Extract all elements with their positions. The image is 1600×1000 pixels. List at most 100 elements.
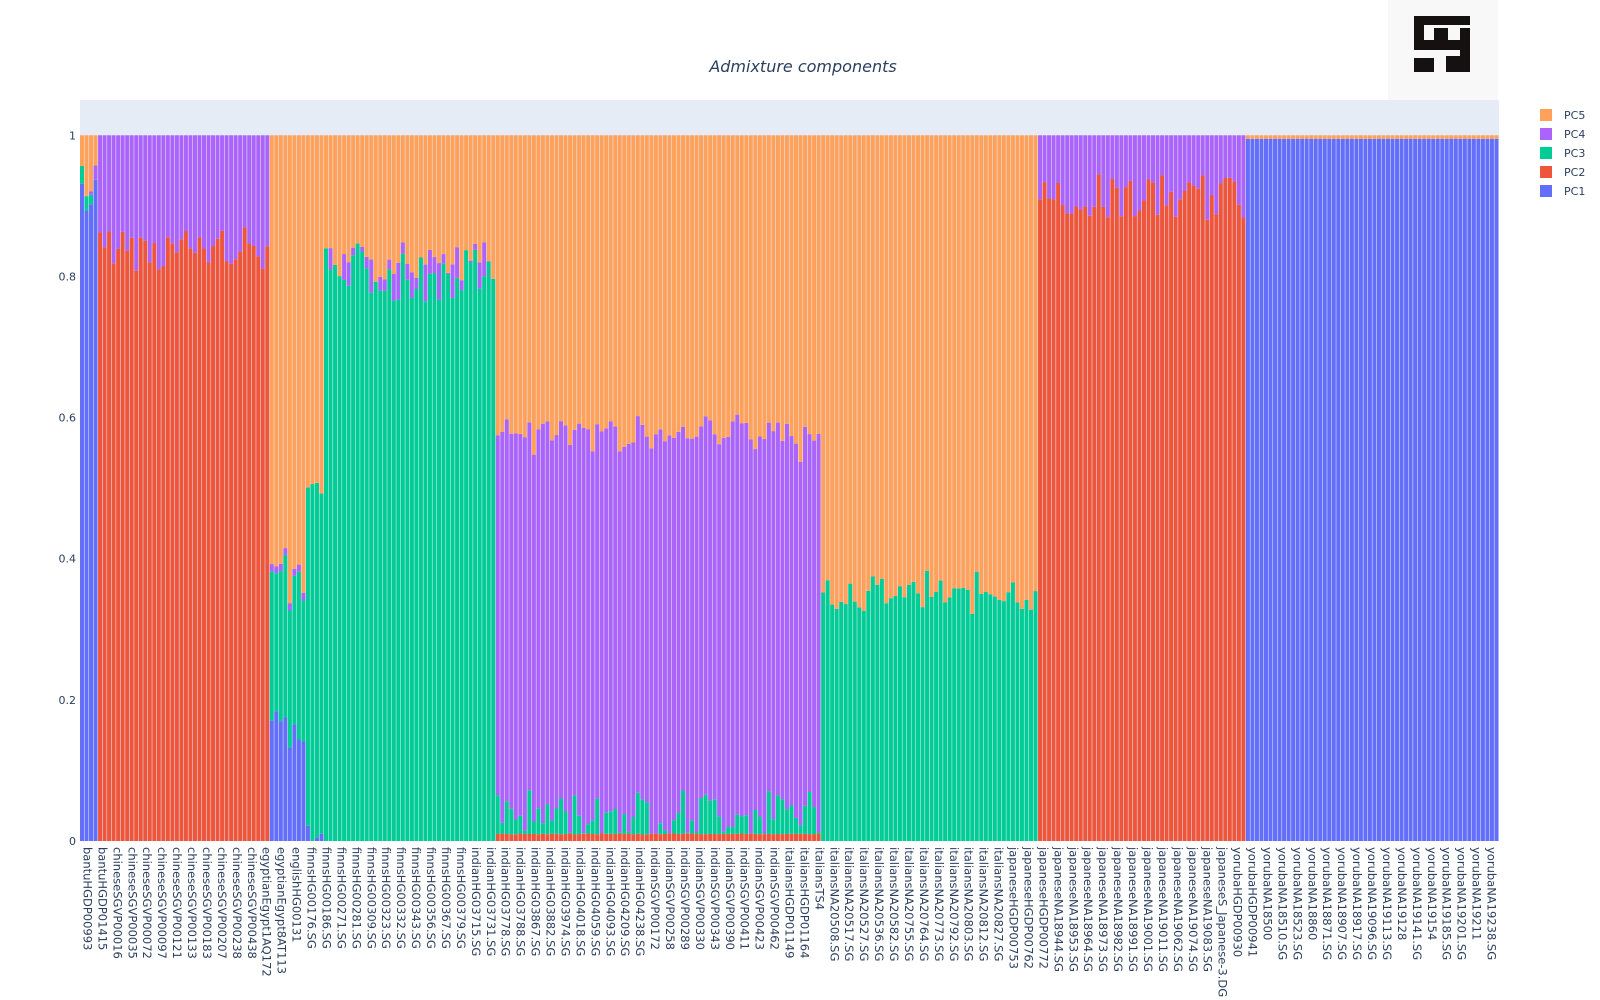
bar-segment-pc5 — [825, 135, 830, 581]
bar-segment-pc5 — [997, 135, 1002, 600]
bar-segment-pc5 — [518, 135, 523, 434]
bar-segment-pc2 — [604, 833, 609, 841]
x-tick-label: finnsHG00323.SG — [379, 847, 393, 949]
bar-segment-pc5 — [89, 135, 94, 192]
bar-segment-pc4 — [635, 416, 640, 793]
bar-segment-pc4 — [192, 135, 197, 253]
x-tick-label: indianHG04209.SG — [618, 847, 632, 956]
bar-segment-pc3 — [681, 790, 686, 834]
legend-swatch-pc1[interactable] — [1540, 185, 1552, 197]
legend-label-pc2[interactable]: PC2 — [1564, 166, 1585, 179]
bar-segment-pc3 — [80, 166, 84, 184]
x-tick-label: japaneseNA18991.SG — [1126, 846, 1140, 972]
bar-segment-pc2 — [504, 833, 509, 841]
bar-segment-pc5 — [491, 135, 496, 279]
bar-segment-pc5 — [821, 135, 826, 593]
bar-segment-pc5 — [613, 135, 618, 427]
bar-segment-pc5 — [427, 135, 432, 250]
bar-segment-pc3 — [89, 194, 94, 205]
x-tick-label: japaneseNA18953.SG — [1066, 846, 1080, 972]
bar-segment-pc2 — [242, 227, 247, 841]
bar-segment-pc5 — [1264, 135, 1268, 139]
x-tick-label: chineseSGVP00133 — [185, 847, 199, 959]
bar-segment-pc2 — [206, 262, 211, 841]
bar-segment-pc5 — [662, 135, 667, 442]
x-tick-label: yorubaNA19211 — [1470, 847, 1484, 940]
bar-segment-pc4 — [468, 260, 473, 263]
x-tick-label: japaneseHGDP00753 — [1007, 846, 1021, 969]
bar-segment-pc5 — [952, 135, 957, 589]
bar-segment-pc4 — [400, 242, 405, 254]
bar-segment-pc3 — [531, 821, 536, 834]
bar-segment-pc4 — [107, 135, 112, 232]
bar-segment-pc4 — [437, 263, 441, 300]
bar-segment-pc4 — [1110, 135, 1115, 180]
bar-segment-pc5 — [1386, 135, 1390, 139]
bar-segment-pc2 — [1087, 215, 1092, 841]
bar-segment-pc3 — [803, 805, 808, 834]
bar-segment-pc3 — [970, 613, 975, 841]
legend-swatch-pc4[interactable] — [1540, 128, 1552, 140]
legend-label-pc1[interactable]: PC1 — [1564, 185, 1585, 198]
bar-segment-pc5 — [771, 135, 776, 432]
bar-segment-pc5 — [626, 135, 631, 444]
bar-segment-pc4 — [346, 262, 351, 286]
bar-segment-pc4 — [391, 274, 396, 301]
bar-segment-pc1 — [1372, 138, 1377, 841]
bar-segment-pc4 — [672, 437, 676, 821]
legend[interactable]: PC5 PC4 PC3 PC2 PC1 — [1540, 109, 1585, 198]
bar-segment-pc1 — [1300, 138, 1305, 841]
bar-segment-pc5 — [757, 135, 762, 437]
bar-segment-pc4 — [328, 248, 333, 270]
legend-swatch-pc2[interactable] — [1540, 166, 1552, 178]
bar-segment-pc1 — [1399, 138, 1404, 842]
bar-segment-pc2 — [753, 833, 758, 841]
legend-swatch-pc5[interactable] — [1540, 109, 1552, 121]
bar-segment-pc1 — [1367, 138, 1372, 841]
bar-segment-pc3 — [482, 276, 487, 842]
bar-segment-pc2 — [161, 266, 166, 841]
bar-segment-pc2 — [1232, 181, 1237, 841]
bar-segment-pc5 — [1349, 135, 1354, 139]
bar-segment-pc3 — [423, 301, 428, 842]
bar-segment-pc5 — [879, 135, 884, 579]
bar-segment-pc4 — [1042, 135, 1047, 183]
bar-segment-pc2 — [531, 833, 536, 841]
bar-segment-pc1 — [1349, 138, 1354, 842]
bar-segment-pc3 — [554, 808, 559, 834]
x-tick-label: indianHG03715.SG — [469, 847, 483, 956]
bar-segment-pc3 — [333, 264, 338, 841]
bar-segment-pc4 — [296, 564, 301, 572]
bar-segment-pc2 — [1178, 199, 1183, 841]
bar-segment-pc1 — [1354, 138, 1359, 841]
bar-segment-pc3 — [278, 571, 283, 722]
legend-swatch-pc3[interactable] — [1540, 147, 1552, 159]
bar-segment-pc5 — [893, 135, 898, 596]
legend-label-pc4[interactable]: PC4 — [1564, 128, 1585, 141]
bar-segment-pc4 — [256, 135, 261, 257]
bar-segment-pc4 — [586, 429, 591, 825]
bar-segment-pc5 — [699, 135, 704, 427]
bar-segment-pc5 — [522, 135, 527, 438]
bar-segment-pc4 — [211, 135, 216, 247]
bar-segment-pc5 — [346, 135, 351, 263]
bar-segment-pc1 — [319, 833, 324, 841]
bar-segment-pc1 — [1489, 138, 1494, 841]
x-tick-label: yorubaNA18500 — [1261, 847, 1275, 940]
bar-segment-pc5 — [1476, 135, 1481, 139]
bar-segment-pc4 — [1173, 135, 1178, 217]
x-tick-label: japaneseNA19001.SG — [1141, 846, 1155, 972]
legend-label-pc3[interactable]: PC3 — [1564, 147, 1585, 160]
bar-segment-pc4 — [134, 135, 139, 271]
bar-segment-pc3 — [432, 273, 437, 841]
bar-segment-pc4 — [1128, 135, 1133, 181]
x-tick-label: italiansNA20582.SG — [887, 847, 901, 961]
bar-segment-pc2 — [174, 252, 179, 841]
bar-segment-pc3 — [784, 809, 789, 834]
bar-segment-pc5 — [586, 135, 591, 430]
bar-segment-pc4 — [1169, 135, 1174, 192]
legend-label-pc5[interactable]: PC5 — [1564, 109, 1585, 122]
bar-segment-pc1 — [1327, 138, 1332, 841]
bar-segment-pc1 — [1245, 138, 1250, 841]
bar-segment-pc3 — [1010, 582, 1015, 841]
